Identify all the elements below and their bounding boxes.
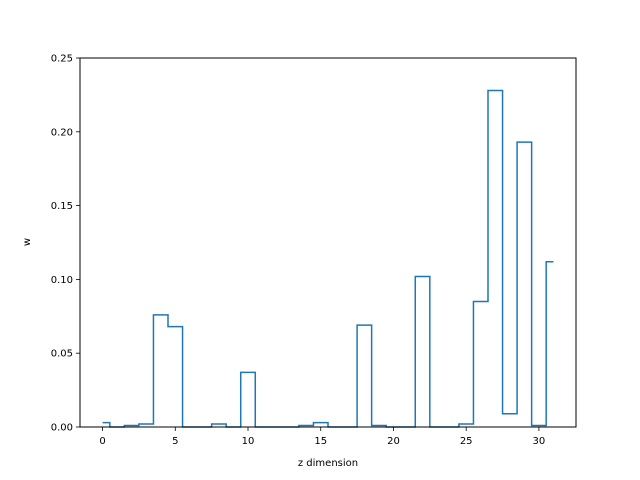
x-tick-label: 15 — [314, 436, 327, 447]
y-tick-label: 0.25 — [51, 54, 73, 65]
y-tick-label: 0.10 — [51, 275, 73, 286]
x-axis-label: z dimension — [298, 458, 358, 469]
x-tick-label: 0 — [99, 436, 105, 447]
y-axis: 0.00 0.05 0.10 0.15 0.20 0.25 — [51, 54, 80, 434]
x-tick-label: 5 — [172, 436, 178, 447]
y-tick-label: 0.05 — [51, 349, 73, 360]
series-line — [102, 89, 554, 428]
y-tick-label: 0.20 — [51, 127, 73, 138]
x-tick-label: 10 — [242, 436, 255, 447]
x-tick-label: 30 — [533, 436, 546, 447]
axes-frame — [79, 57, 577, 428]
y-tick-label: 0.00 — [51, 423, 73, 434]
y-axis-label: w — [22, 238, 33, 246]
plot-area — [102, 89, 554, 428]
x-axis: 0 5 10 15 20 25 30 — [99, 427, 545, 447]
y-tick-label: 0.15 — [51, 201, 73, 212]
x-tick-label: 20 — [387, 436, 400, 447]
x-tick-label: 25 — [460, 436, 473, 447]
